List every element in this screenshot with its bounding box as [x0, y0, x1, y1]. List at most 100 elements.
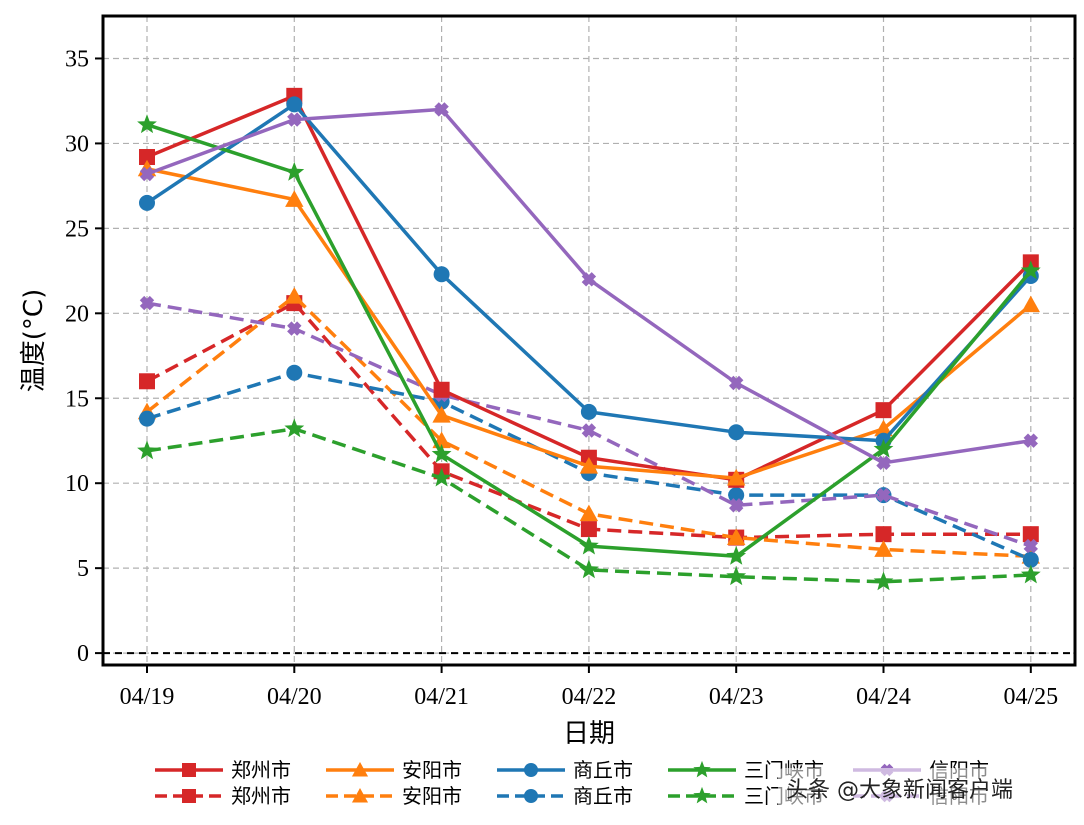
legend-entry: 安阳市 [326, 758, 462, 782]
x-tick-label: 04/20 [267, 684, 322, 710]
marker-circle [728, 424, 745, 441]
legend-label: 安阳市 [402, 758, 462, 782]
marker-circle [580, 403, 597, 420]
marker-square [182, 763, 196, 777]
marker-square [139, 149, 155, 166]
marker-circle [286, 96, 303, 113]
series-lines [137, 87, 1041, 591]
legend-entry: 商丘市 [497, 784, 633, 808]
series-dashed [139, 295, 1038, 554]
legend-label: 郑州市 [231, 758, 291, 782]
legend-entry: 安阳市 [326, 784, 462, 808]
marker-circle [139, 194, 155, 211]
marker-square [182, 789, 196, 803]
marker-x [139, 166, 155, 182]
marker-star [137, 440, 157, 460]
marker-x [139, 295, 155, 311]
marker-star [431, 467, 452, 487]
marker-square [433, 381, 450, 398]
marker-triangle [579, 504, 599, 522]
marker-triangle [285, 287, 304, 304]
marker-star [873, 571, 894, 591]
marker-star [137, 114, 157, 134]
legend-label: 商丘市 [573, 784, 633, 808]
marker-star [726, 566, 747, 586]
marker-star [579, 535, 599, 555]
marker-star [579, 559, 599, 579]
watermark-text: 头条 @大象新闻客户端 [786, 778, 1013, 803]
series-solid [137, 114, 1041, 565]
y-tick-label: 35 [65, 46, 89, 72]
y-tick-label: 0 [77, 641, 89, 667]
marker-square [1022, 526, 1039, 543]
marker-x [1023, 538, 1038, 554]
legend-label: 安阳市 [402, 784, 462, 808]
marker-star [873, 438, 894, 458]
x-tick-label: 04/22 [562, 684, 617, 710]
marker-triangle [351, 761, 369, 777]
marker-circle [433, 266, 450, 283]
marker-square [139, 373, 155, 390]
marker-triangle [874, 540, 893, 557]
marker-star [693, 760, 711, 778]
marker-star [726, 545, 747, 565]
marker-x [729, 375, 744, 391]
marker-star [284, 418, 305, 438]
marker-x [581, 423, 597, 438]
y-tick-label: 15 [65, 386, 89, 412]
marker-circle [524, 763, 538, 777]
y-tick-label: 5 [77, 556, 89, 582]
legend-label: 商丘市 [573, 758, 633, 782]
legend-entry: 郑州市 [155, 784, 291, 808]
x-axis-title: 日期 [563, 719, 615, 749]
y-axis-ticks: 0 5 10 15 20 25 30 35 [65, 46, 103, 667]
marker-x [287, 112, 302, 127]
marker-square [875, 526, 892, 543]
legend-label: 郑州市 [231, 784, 291, 808]
marker-circle [728, 487, 745, 504]
marker-star [693, 786, 711, 804]
marker-triangle [874, 419, 893, 437]
marker-x [287, 321, 302, 336]
x-tick-label: 04/23 [709, 684, 764, 710]
marker-x [876, 455, 891, 470]
series-solid [137, 159, 1040, 486]
marker-circle [139, 410, 155, 427]
marker-square [875, 402, 892, 419]
marker-triangle [432, 406, 451, 423]
series-dashed [137, 418, 1041, 591]
watermark: 头条 @大象新闻客户端 [778, 768, 1070, 810]
marker-triangle [285, 190, 304, 207]
marker-x [1023, 433, 1038, 448]
marker-star [1020, 260, 1041, 280]
marker-circle [286, 364, 303, 381]
y-tick-label: 25 [65, 216, 89, 242]
y-tick-label: 30 [65, 131, 89, 157]
marker-star [284, 161, 305, 181]
x-tick-label: 04/19 [120, 684, 175, 710]
marker-triangle [1021, 295, 1040, 313]
marker-circle [524, 789, 538, 803]
marker-x [581, 272, 597, 287]
marker-x [876, 487, 891, 503]
x-tick-label: 04/25 [1003, 684, 1058, 710]
x-tick-label: 04/21 [414, 684, 469, 710]
legend-entry: 商丘市 [497, 758, 633, 782]
marker-triangle [351, 787, 369, 803]
marker-triangle [727, 528, 746, 545]
x-axis-ticks: 04/19 04/20 04/21 04/22 04/23 04/24 04/25 [120, 665, 1058, 710]
y-tick-label: 20 [65, 301, 89, 327]
marker-triangle [579, 457, 599, 474]
x-tick-label: 04/24 [856, 684, 911, 710]
marker-star [1020, 564, 1041, 584]
series-solid [139, 102, 1038, 470]
marker-x [729, 498, 744, 513]
legend-entry: 郑州市 [155, 758, 291, 782]
marker-triangle [727, 468, 746, 486]
marker-square [580, 521, 597, 538]
marker-star [431, 443, 452, 463]
marker-circle [1022, 551, 1039, 568]
y-axis-title: 温度(°C) [19, 289, 49, 392]
y-tick-label: 10 [65, 471, 89, 497]
